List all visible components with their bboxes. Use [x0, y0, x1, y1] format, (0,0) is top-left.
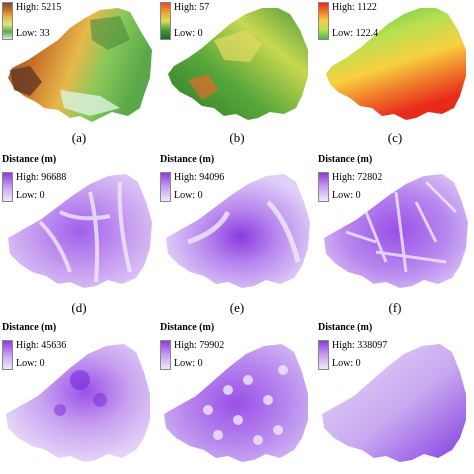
- legend-high: High: 45636: [16, 340, 67, 351]
- caption-e: (e): [229, 300, 245, 315]
- legend-low: Low: 0: [174, 28, 203, 39]
- legend-low: Low: 0: [16, 358, 45, 369]
- panel-b: High: 57 Low: 0 (b): [158, 0, 316, 152]
- legend-high: High: 1122: [332, 2, 377, 13]
- legend-title: Distance (m): [318, 154, 373, 165]
- legend-low: Low: 0: [174, 190, 203, 201]
- color-ramp: [318, 340, 329, 370]
- panel-a: High: 5215 Low: 33 (a): [0, 0, 158, 152]
- region-shape: [166, 174, 310, 288]
- map-b: [168, 8, 308, 120]
- legend-title: Distance (m): [160, 154, 215, 165]
- caption-c: (c): [387, 130, 403, 145]
- panel-d: Distance (m) High: 96688 Low: 0 (d): [0, 152, 158, 320]
- panel-c: High: 1122 Low: 122.4 (c): [316, 0, 474, 152]
- legend-title: Distance (m): [2, 154, 57, 165]
- legend-title: Distance (m): [318, 322, 373, 333]
- map-d: [8, 174, 152, 288]
- color-ramp: [2, 172, 13, 202]
- caption-d: (d): [71, 300, 87, 315]
- legend-high: High: 72802: [332, 172, 383, 183]
- panel-f: Distance (m) High: 72802 Low: 0 (f): [316, 152, 474, 320]
- color-ramp: [160, 340, 171, 370]
- legend-high: High: 96688: [16, 172, 67, 183]
- color-ramp: [2, 340, 13, 370]
- panel-e: Distance (m) High: 94096 Low: 0 (e): [158, 152, 316, 320]
- panel-i: Distance (m) High: 338097 Low: 0: [316, 320, 474, 474]
- color-ramp: [160, 172, 171, 202]
- legend-low: Low: 0: [16, 190, 45, 201]
- map-i: [322, 344, 466, 462]
- caption-f: (f): [388, 300, 402, 315]
- caption-a: (a): [71, 130, 87, 145]
- legend-title: Distance (m): [160, 322, 215, 333]
- panel-g: Distance (m) High: 45636 Low: 0: [0, 320, 158, 474]
- region-shape: [326, 8, 466, 120]
- map-e: [166, 174, 310, 288]
- legend-low: Low: 0: [332, 358, 361, 369]
- map-h: [164, 344, 308, 462]
- legend-low: Low: 0: [174, 358, 203, 369]
- color-ramp: [2, 2, 13, 40]
- color-ramp: [318, 172, 329, 202]
- region-shape: [322, 344, 466, 462]
- legend-high: High: 94096: [174, 172, 225, 183]
- region-shape: [164, 344, 308, 462]
- map-c: [326, 8, 466, 120]
- legend-high: High: 5215: [16, 2, 62, 13]
- legend-low: Low: 0: [332, 190, 361, 201]
- map-g: [6, 344, 150, 462]
- map-f: [324, 174, 468, 288]
- color-ramp: [160, 2, 171, 40]
- legend-high: High: 79902: [174, 340, 225, 351]
- color-ramp: [318, 2, 329, 40]
- region-shape: [168, 8, 308, 120]
- legend-high: High: 338097: [332, 340, 388, 351]
- region-shape: [8, 174, 152, 288]
- legend-title: Distance (m): [2, 322, 57, 333]
- legend-low: Low: 122.4: [332, 28, 379, 39]
- caption-b: (b): [229, 130, 245, 145]
- panel-h: Distance (m) High: 79902 Low: 0: [158, 320, 316, 474]
- legend-high: High: 57: [174, 2, 210, 13]
- region-shape: [6, 344, 150, 462]
- legend-low: Low: 33: [16, 28, 50, 39]
- map-a: [8, 8, 152, 122]
